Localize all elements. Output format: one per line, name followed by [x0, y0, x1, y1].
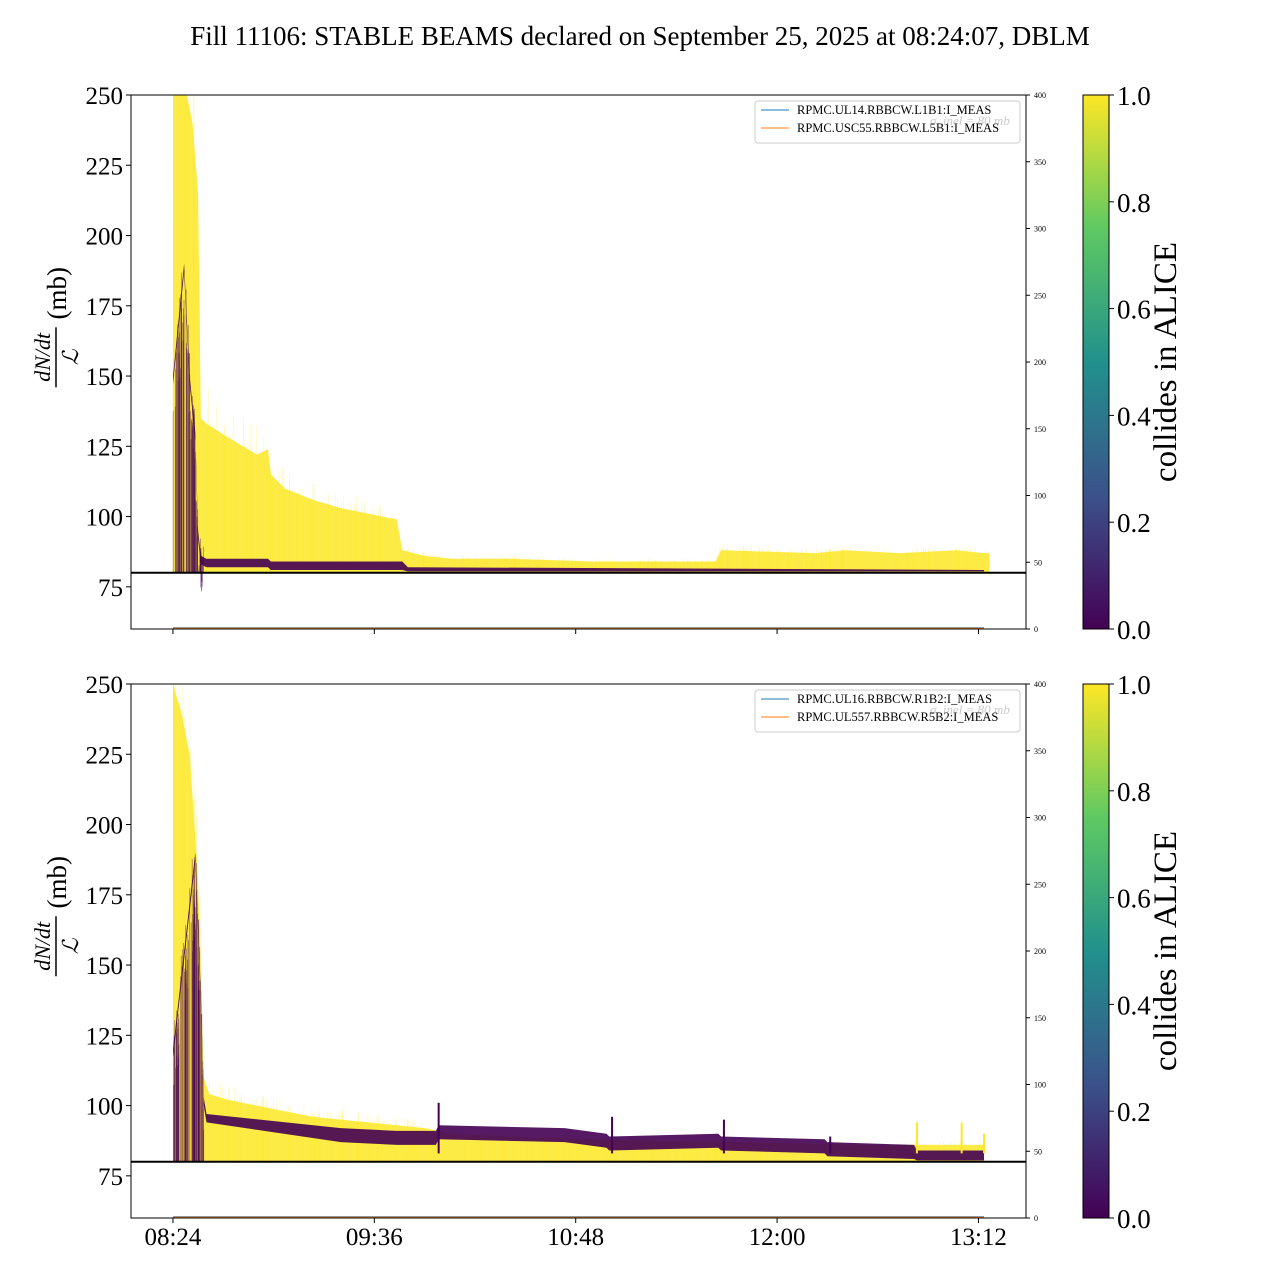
- top-yellow-envelope: [172, 95, 990, 573]
- bottom-ytick-label: 200: [86, 813, 124, 840]
- bottom-ylabel: dN/dt ℒ (mb): [30, 856, 83, 977]
- top-dark-traces: [172, 272, 204, 592]
- bottom-xtick-label: 08:24: [144, 1224, 201, 1251]
- bottom-xtick-label: 12:00: [749, 1224, 806, 1251]
- bottom-y2tick-label: 250: [1034, 880, 1046, 889]
- top-y2tick-label: 100: [1034, 492, 1046, 501]
- bottom-colorbar-gradient: [1082, 683, 1110, 1219]
- top-colorbar-tick-label: 1.0: [1117, 81, 1151, 111]
- top-y2tick-label: 0: [1034, 625, 1038, 634]
- top-colorbar-tick-label: 0.8: [1117, 188, 1151, 218]
- top-colorbar-tick-label: 0.4: [1117, 401, 1151, 431]
- top-colorbar-tick-label: 0.0: [1117, 615, 1151, 645]
- bottom-legend-box: [754, 689, 1021, 733]
- top-y2tick-label: 150: [1034, 425, 1046, 434]
- bottom-colorbar-tick-label: 1.0: [1117, 670, 1151, 700]
- bottom-y2tick-label: 150: [1034, 1014, 1046, 1023]
- top-ytick-label: 175: [86, 294, 124, 321]
- bottom-ylabel-denominator: ℒ: [58, 937, 83, 954]
- bottom-ylabel-numerator: dN/dt: [30, 921, 55, 971]
- top-legend-label: RPMC.UL14.RBBCW.L1B1:I_MEAS: [797, 103, 991, 117]
- top-colorbar-tick-label: 0.2: [1117, 508, 1151, 538]
- top-ylabel: dN/dt ℒ (mb): [30, 267, 83, 388]
- bottom-ytick-label: 125: [86, 1023, 124, 1050]
- chart-title: Fill 11106: STABLE BEAMS declared on Sep…: [190, 21, 1090, 51]
- bottom-colorbar-tick-label: 0.4: [1117, 990, 1151, 1020]
- top-ylabel-numerator: dN/dt: [30, 332, 55, 382]
- top-y2tick-label: 350: [1034, 158, 1046, 167]
- bottom-legend-label: RPMC.UL557.RBBCW.R5B2:I_MEAS: [797, 710, 998, 724]
- top-legend-box: [754, 100, 1021, 144]
- bottom-y2tick-label: 350: [1034, 747, 1046, 756]
- top-y2tick-label: 400: [1034, 91, 1046, 100]
- top-legend-label: RPMC.USC55.RBBCW.L5B1:I_MEAS: [797, 121, 999, 135]
- bottom-ytick-label: 225: [86, 742, 124, 769]
- top-y2tick-label: 300: [1034, 225, 1046, 234]
- bottom-data-layer: [172, 684, 986, 1162]
- bottom-colorbar-tick-label: 0.2: [1117, 1097, 1151, 1127]
- top-ytick-label: 100: [86, 505, 124, 532]
- top-ytick-label: 150: [86, 364, 124, 391]
- top-ytick-label: 75: [98, 575, 123, 602]
- bottom-legend: RPMC.UL16.RBBCW.R1B2:I_MEAS RPMC.UL557.RB…: [754, 689, 1021, 733]
- bottom-colorbar-tick-label: 0.6: [1117, 884, 1151, 914]
- top-ytick-label: 225: [86, 153, 124, 180]
- bottom-dark-traces: [172, 857, 205, 1162]
- bottom-colorbar-tick-label: 0.8: [1117, 777, 1151, 807]
- bottom-ytick-label: 75: [98, 1164, 123, 1191]
- bottom-y2tick-label: 400: [1034, 680, 1046, 689]
- top-data-layer: [172, 95, 990, 592]
- bottom-colorbar: 0.0 0.2 0.4 0.6 0.8 1.0 collides in ALICE: [1082, 670, 1184, 1234]
- top-y2tick-label: 50: [1034, 558, 1042, 567]
- top-colorbar-tick-label: 0.6: [1117, 295, 1151, 325]
- top-y2tick-label: 200: [1034, 358, 1046, 367]
- bottom-colorbar-label: collides in ALICE: [1148, 831, 1184, 1071]
- top-ylabel-denominator: ℒ: [58, 348, 83, 365]
- bottom-legend-label: RPMC.UL16.RBBCW.R1B2:I_MEAS: [797, 692, 992, 706]
- top-ylabel-unit: (mb): [42, 267, 72, 319]
- top-y2tick-label: 250: [1034, 291, 1046, 300]
- bottom-colorbar-tick-label: 0.0: [1117, 1204, 1151, 1234]
- bottom-y2tick-label: 50: [1034, 1147, 1042, 1156]
- bottom-ytick-label: 100: [86, 1094, 124, 1121]
- bottom-xtick-label: 13:12: [950, 1224, 1007, 1251]
- bottom-y2tick-label: 300: [1034, 814, 1046, 823]
- bottom-xtick-label: 10:48: [547, 1224, 604, 1251]
- top-colorbar-gradient: [1082, 94, 1110, 630]
- bottom-yellow-envelope: [172, 684, 985, 1162]
- bottom-threshold-label: σ_inel = 80 mb: [930, 702, 1010, 717]
- bottom-xtick-label: 09:36: [346, 1224, 403, 1251]
- bottom-y2tick-label: 0: [1034, 1214, 1038, 1223]
- top-ytick-label: 250: [86, 83, 124, 110]
- bottom-panel: 75 100 125 150 175 200 225 250 0 50 100 150 200 250 30…: [30, 670, 1184, 1251]
- bottom-ytick-label: 150: [86, 953, 124, 980]
- bottom-y2tick-label: 200: [1034, 947, 1046, 956]
- top-threshold-label: σ_inel = 80 mb: [930, 113, 1010, 128]
- bottom-ylabel-unit: (mb): [42, 856, 72, 908]
- top-ytick-label: 125: [86, 434, 124, 461]
- bottom-y2tick-label: 100: [1034, 1081, 1046, 1090]
- top-ytick-label: 200: [86, 224, 124, 251]
- bottom-ytick-label: 175: [86, 883, 124, 910]
- bottom-ytick-label: 250: [86, 672, 124, 699]
- top-colorbar: 0.0 0.2 0.4 0.6 0.8 1.0 collides in ALICE: [1082, 81, 1184, 645]
- top-panel: 75 100 125 150 175 200 225 250 0 50 100 150 200 250 30…: [30, 81, 1184, 645]
- top-legend: RPMC.UL14.RBBCW.L1B1:I_MEAS RPMC.USC55.RB…: [754, 100, 1021, 144]
- top-colorbar-label: collides in ALICE: [1148, 242, 1184, 482]
